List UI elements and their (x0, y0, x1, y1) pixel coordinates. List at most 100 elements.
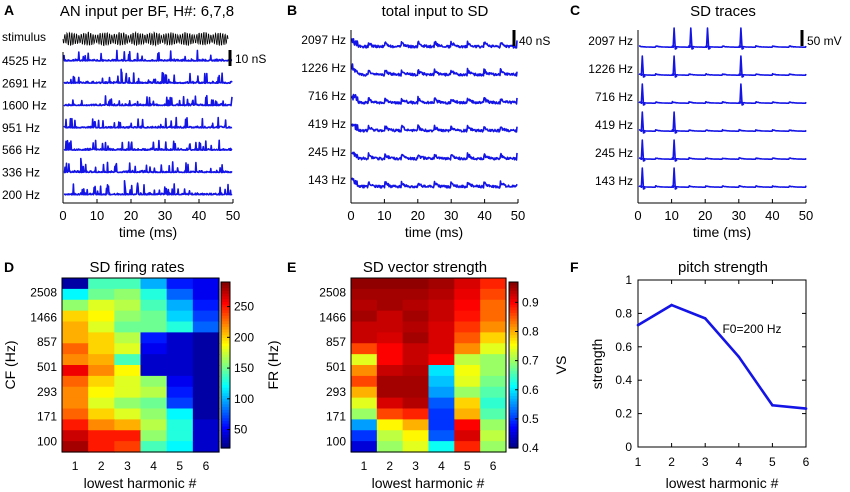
heatmap-cell (428, 386, 455, 399)
stimulus-label: stimulus (2, 30, 46, 44)
colorbar-segment (221, 384, 230, 388)
heatmap-cell (376, 354, 404, 366)
colorbar-segment (221, 398, 230, 402)
heatmap-cell (402, 419, 430, 431)
spike (640, 55, 646, 78)
panel-f-frame (637, 279, 807, 448)
colorbar-segment (221, 381, 230, 385)
x-tick-label: 10 (90, 208, 104, 223)
panel-e-colorbar-label: VS (553, 356, 569, 375)
colorbar-segment (509, 384, 518, 388)
heatmap-cell (140, 299, 168, 312)
x-tick-label: 5 (769, 455, 776, 469)
x-tick-label: 5 (176, 459, 183, 473)
heatmap-cell (428, 408, 455, 420)
heatmap-cell (351, 278, 378, 290)
heatmap-cell (376, 321, 404, 333)
colorbar-segment (509, 414, 518, 419)
colorbar-segment (509, 320, 518, 325)
heatmap-cell (351, 441, 378, 453)
colorbar-segment (221, 323, 230, 327)
y-tick-label: 0.6 (615, 340, 632, 354)
colorbar-segment (509, 378, 518, 383)
colorbar-segment (221, 348, 230, 352)
colorbar-segment (221, 345, 230, 349)
scale-bar-b-label: 40 nS (519, 34, 550, 48)
panel-b-trace (351, 123, 518, 133)
panel-c-trace-label: 716 Hz (595, 90, 633, 104)
colorbar-segment (509, 298, 518, 302)
heatmap-cell (192, 310, 220, 323)
heatmap-cell (351, 365, 378, 377)
colorbar-segment (509, 309, 518, 314)
panel-letter-f: F (570, 259, 579, 275)
colorbar-segment (509, 400, 518, 405)
colorbar-segment (509, 403, 518, 408)
colorbar-segment (509, 356, 518, 361)
colorbar-segment (509, 367, 518, 372)
heatmap-cell (114, 310, 142, 323)
pitch-strength-point (636, 323, 640, 327)
heatmap-cell (351, 310, 378, 323)
heatmap-cell (428, 365, 455, 377)
spike (672, 55, 678, 78)
heatmap-cell (402, 343, 430, 355)
heatmap-cell (454, 321, 481, 333)
heatmap-cell (114, 278, 142, 290)
heatmap-cell (114, 386, 142, 399)
y-tick-label: 1466 (319, 310, 346, 324)
colorbar-segment (509, 351, 518, 355)
heatmap-cell (402, 321, 430, 333)
colorbar-segment (509, 323, 518, 327)
panel-b-trace-label: 1226 Hz (301, 61, 346, 75)
colorbar-tick-label: 200 (234, 330, 254, 344)
colorbar-segment (221, 329, 230, 333)
heatmap-cell (166, 375, 194, 388)
colorbar-segment (221, 309, 230, 314)
x-tick-label: 3 (124, 459, 131, 473)
heatmap-cell (402, 365, 430, 377)
heatmap-cell (192, 408, 220, 420)
heatmap-cell (480, 299, 507, 312)
colorbar-segment (509, 287, 518, 291)
heatmap-cell (480, 321, 507, 333)
heatmap-cell (192, 332, 220, 344)
heatmap-cell (351, 408, 378, 420)
colorbar-segment (221, 409, 230, 413)
heatmap-cell (88, 310, 115, 323)
heatmap-cell (402, 354, 430, 366)
heatmap-cell (402, 386, 430, 399)
colorbar-segment (221, 387, 230, 391)
colorbar-segment (221, 342, 230, 347)
colorbar-segment (221, 282, 230, 286)
heatmap-cell (62, 441, 89, 453)
colorbar-segment (509, 439, 518, 444)
colorbar-segment (509, 417, 518, 421)
panel-c-trace (638, 128, 807, 132)
heatmap-cell (192, 299, 220, 312)
panel-f-y-label: strength (589, 339, 605, 390)
heatmap-cell (140, 375, 168, 388)
heatmap-cell (62, 310, 89, 323)
heatmap-cell (402, 288, 430, 301)
heatmap-cell (62, 386, 89, 399)
colorbar-segment (509, 395, 518, 399)
spike (705, 27, 711, 50)
panel-b-trace (351, 151, 518, 161)
panel-a-trace (63, 116, 233, 129)
colorbar-segment (509, 284, 518, 289)
panel-a-trace-label: 2691 Hz (2, 76, 47, 90)
heatmap-cell (140, 408, 168, 420)
colorbar-segment (509, 345, 518, 349)
colorbar-segment (221, 326, 230, 330)
heatmap-cell (88, 288, 115, 301)
colorbar-segment (221, 304, 230, 308)
colorbar-segment (221, 414, 230, 419)
heatmap-cell (88, 278, 115, 290)
panel-letter-c: C (570, 2, 580, 18)
y-tick-label: 293 (326, 385, 346, 399)
heatmap-cell (351, 299, 378, 312)
colorbar-segment (221, 373, 230, 377)
heatmap-cell (428, 299, 455, 312)
spike (739, 27, 745, 50)
